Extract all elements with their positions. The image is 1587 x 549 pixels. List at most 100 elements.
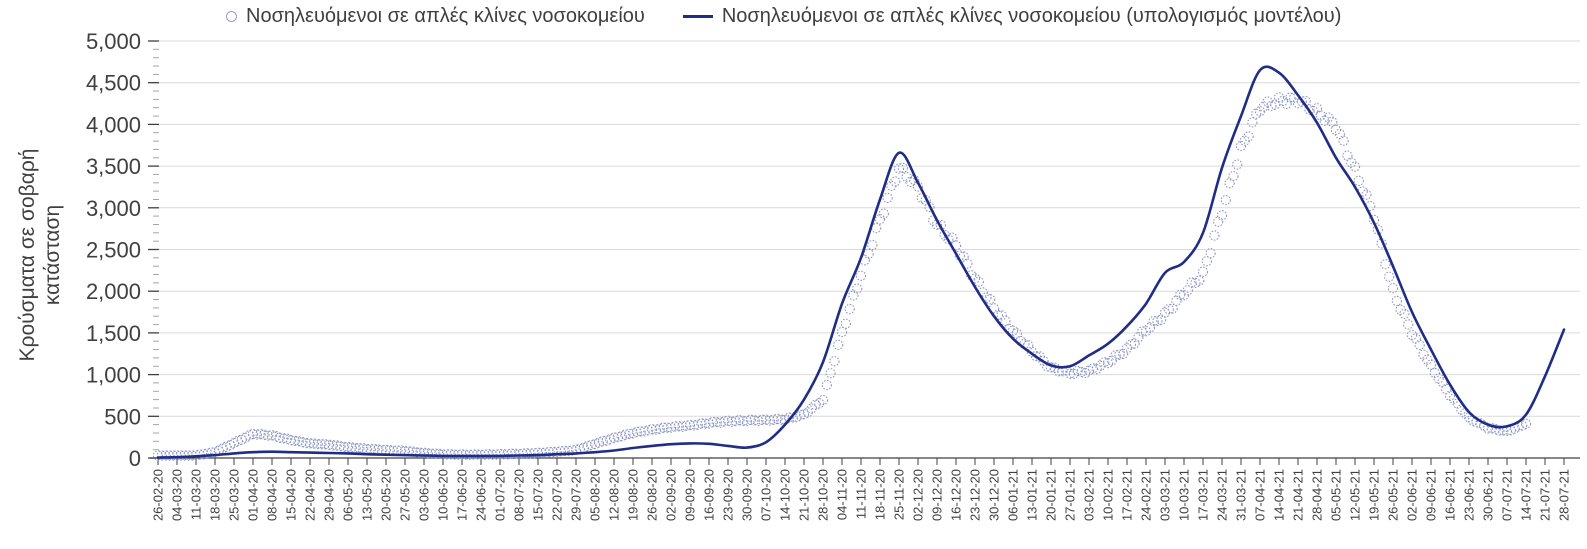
gridlines: [150, 40, 1580, 417]
svg-text:05-05-21: 05-05-21: [1329, 469, 1344, 521]
svg-text:30-06-21: 30-06-21: [1481, 469, 1496, 521]
svg-text:01-04-20: 01-04-20: [246, 469, 261, 521]
svg-text:Κρούσματα σε σοβαρή: Κρούσματα σε σοβαρή: [16, 149, 39, 362]
svg-text:4,000: 4,000: [86, 112, 141, 137]
svg-text:19-08-20: 19-08-20: [626, 469, 641, 521]
svg-text:24-03-21: 24-03-21: [1215, 469, 1230, 521]
svg-text:03-02-21: 03-02-21: [1082, 469, 1097, 521]
svg-text:24-06-20: 24-06-20: [474, 469, 489, 521]
svg-text:08-04-20: 08-04-20: [265, 469, 280, 521]
svg-text:5,000: 5,000: [86, 29, 141, 54]
svg-text:07-10-20: 07-10-20: [759, 469, 774, 521]
svg-text:18-03-20: 18-03-20: [208, 469, 223, 521]
legend-item-observed: Νοσηλευόμενοι σε απλές κλίνες νοσοκομείο…: [226, 5, 645, 28]
svg-text:2,000: 2,000: [86, 279, 141, 304]
svg-text:03-06-20: 03-06-20: [417, 469, 432, 521]
svg-text:21-04-21: 21-04-21: [1291, 469, 1306, 521]
svg-text:3,500: 3,500: [86, 154, 141, 179]
svg-text:31-03-21: 31-03-21: [1234, 469, 1249, 521]
svg-text:500: 500: [104, 404, 141, 429]
svg-text:20-01-21: 20-01-21: [1044, 469, 1059, 521]
svg-text:23-06-21: 23-06-21: [1462, 469, 1477, 521]
svg-text:15-04-20: 15-04-20: [284, 469, 299, 521]
svg-text:κατάσταση: κατάσταση: [41, 205, 64, 305]
svg-text:16-12-20: 16-12-20: [949, 469, 964, 521]
svg-text:27-01-21: 27-01-21: [1063, 469, 1078, 521]
svg-text:06-05-20: 06-05-20: [341, 469, 356, 521]
svg-text:09-12-20: 09-12-20: [930, 469, 945, 521]
svg-text:02-09-20: 02-09-20: [664, 469, 679, 521]
svg-text:3,000: 3,000: [86, 196, 141, 221]
svg-text:0: 0: [129, 446, 141, 471]
svg-text:02-12-20: 02-12-20: [911, 469, 926, 521]
svg-text:29-07-20: 29-07-20: [569, 469, 584, 521]
svg-text:27-05-20: 27-05-20: [398, 469, 413, 521]
svg-text:20-05-20: 20-05-20: [379, 469, 394, 521]
svg-text:10-03-21: 10-03-21: [1177, 469, 1192, 521]
svg-text:30-09-20: 30-09-20: [740, 469, 755, 521]
y-axis-ticks: [148, 40, 159, 459]
svg-text:15-07-20: 15-07-20: [531, 469, 546, 521]
svg-text:12-08-20: 12-08-20: [607, 469, 622, 521]
svg-text:14-04-21: 14-04-21: [1272, 469, 1287, 521]
svg-text:17-03-21: 17-03-21: [1196, 469, 1211, 521]
svg-text:06-01-21: 06-01-21: [1006, 469, 1021, 521]
svg-text:08-07-20: 08-07-20: [512, 469, 527, 521]
svg-text:23-09-20: 23-09-20: [721, 469, 736, 521]
svg-text:10-02-21: 10-02-21: [1101, 469, 1116, 521]
svg-text:30-12-20: 30-12-20: [987, 469, 1002, 521]
svg-text:07-07-21: 07-07-21: [1500, 469, 1515, 521]
y-axis-labels: 0 500 1,000 1,500 2,000 2,500 3,000 3,500 4,000 4…: [86, 29, 141, 471]
svg-text:4,500: 4,500: [86, 71, 141, 96]
x-axis-labels: 26-02-20 04-03-20 11-03-20 18-03-20 25-03-20…: [151, 469, 1572, 521]
svg-text:19-05-21: 19-05-21: [1367, 469, 1382, 521]
svg-text:13-01-21: 13-01-21: [1025, 469, 1040, 521]
svg-text:1,500: 1,500: [86, 321, 141, 346]
svg-text:14-07-21: 14-07-21: [1519, 469, 1534, 521]
svg-text:05-08-20: 05-08-20: [588, 469, 603, 521]
svg-text:04-03-20: 04-03-20: [170, 469, 185, 521]
svg-text:03-03-21: 03-03-21: [1158, 469, 1173, 521]
svg-text:09-09-20: 09-09-20: [683, 469, 698, 521]
svg-text:11-03-20: 11-03-20: [189, 469, 204, 520]
legend-label-model: Νοσηλευόμενοι σε απλές κλίνες νοσοκομείο…: [721, 5, 1342, 27]
legend-label-observed: Νοσηλευόμενοι σε απλές κλίνες νοσοκομείο…: [246, 5, 645, 27]
svg-text:11-11-20: 11-11-20: [854, 469, 869, 519]
svg-text:26-05-21: 26-05-21: [1386, 469, 1401, 521]
svg-text:22-07-20: 22-07-20: [550, 469, 565, 521]
svg-text:09-06-21: 09-06-21: [1424, 469, 1439, 521]
svg-text:16-09-20: 16-09-20: [702, 469, 717, 521]
svg-text:22-04-20: 22-04-20: [303, 469, 318, 521]
x-axis-ticks: [157, 458, 1565, 465]
svg-text:25-03-20: 25-03-20: [227, 469, 242, 521]
svg-text:14-10-20: 14-10-20: [778, 469, 793, 521]
svg-text:12-05-21: 12-05-21: [1348, 469, 1363, 521]
svg-text:01-07-20: 01-07-20: [493, 469, 508, 521]
svg-text:16-06-21: 16-06-21: [1443, 469, 1458, 521]
svg-text:26-08-20: 26-08-20: [645, 469, 660, 521]
observed-series-marker-icon: [226, 11, 237, 22]
model-line-series: [156, 65, 1566, 459]
svg-text:18-11-20: 18-11-20: [873, 469, 888, 520]
svg-text:2,500: 2,500: [86, 238, 141, 263]
legend: Νοσηλευόμενοι σε απλές κλίνες νοσοκομείο…: [226, 5, 1341, 28]
svg-text:21-07-21: 21-07-21: [1538, 469, 1553, 521]
svg-text:28-04-21: 28-04-21: [1310, 469, 1325, 521]
observed-points-series: [152, 92, 1532, 461]
svg-text:17-02-21: 17-02-21: [1120, 469, 1135, 521]
svg-text:29-04-20: 29-04-20: [322, 469, 337, 521]
svg-text:13-05-20: 13-05-20: [360, 469, 375, 521]
svg-text:28-10-20: 28-10-20: [816, 469, 831, 521]
svg-text:10-06-20: 10-06-20: [436, 469, 451, 521]
svg-text:02-06-21: 02-06-21: [1405, 469, 1420, 521]
svg-text:17-06-20: 17-06-20: [455, 469, 470, 521]
svg-text:1,000: 1,000: [86, 363, 141, 388]
svg-text:23-12-20: 23-12-20: [968, 469, 983, 521]
svg-text:28-07-21: 28-07-21: [1557, 469, 1572, 521]
svg-text:24-02-21: 24-02-21: [1139, 469, 1154, 521]
legend-item-model: Νοσηλευόμενοι σε απλές κλίνες νοσοκομείο…: [682, 5, 1342, 28]
svg-text:21-10-20: 21-10-20: [797, 469, 812, 521]
svg-text:26-02-20: 26-02-20: [151, 469, 166, 521]
